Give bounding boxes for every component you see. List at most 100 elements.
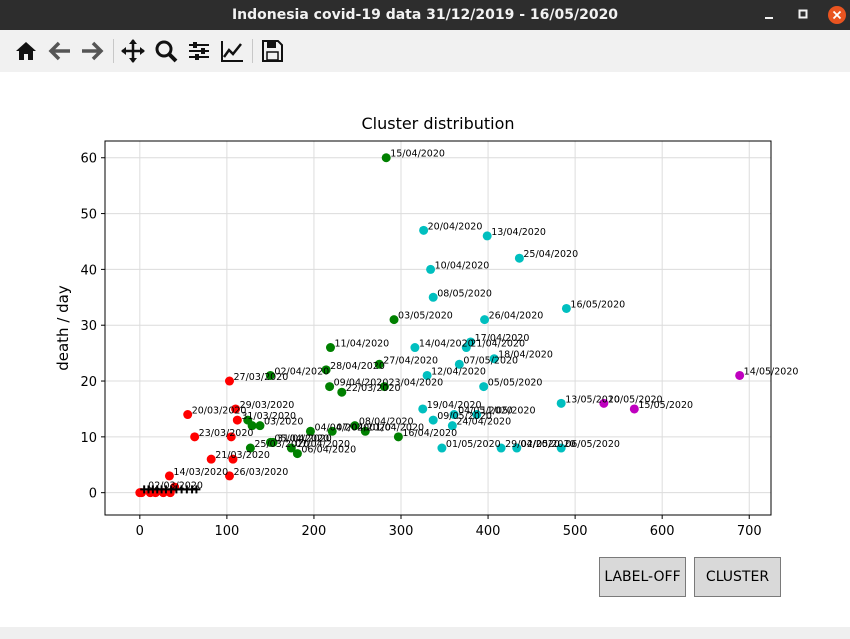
x-tick-label: 300 — [389, 524, 414, 539]
cluster-cyan-point — [472, 410, 482, 420]
cluster-cyan-point — [479, 382, 489, 392]
cluster-cyan-point — [428, 292, 438, 302]
cluster-red-point — [164, 471, 174, 481]
point-label: 14/05/2020 — [744, 366, 799, 377]
point-label: 22/03/2020 — [346, 383, 401, 394]
data-points — [135, 153, 745, 498]
scatter-chart[interactable]: Cluster distribution 0 100 200 300 400 500 600… — [0, 72, 850, 560]
x-tick-label: 600 — [650, 524, 675, 539]
point-label: 02/03/2020 — [148, 480, 203, 491]
edit-axis-icon[interactable] — [218, 37, 246, 65]
cluster-cyan-point — [454, 359, 464, 369]
point-label: 09/05/2020 — [437, 411, 492, 422]
point-label: 11/05/2020 — [481, 406, 536, 417]
cluster-green-point — [337, 387, 347, 397]
point-label: 07/04/2020 — [336, 422, 391, 433]
x-tick-label: 100 — [214, 524, 239, 539]
cluster-cyan-point — [422, 370, 432, 380]
cluster-cyan-point — [466, 337, 476, 347]
cluster-green-point — [292, 449, 302, 459]
cluster-cyan-point — [556, 443, 566, 453]
cluster-green-point — [243, 415, 253, 425]
cluster-red-point — [226, 432, 236, 442]
cluster-red-point — [231, 404, 241, 414]
point-label: 10/05/2020 — [608, 394, 663, 405]
point-label: 20/04/2020 — [428, 221, 483, 232]
point-label: 13/05/2020 — [565, 394, 620, 405]
cluster-cyan-point — [489, 354, 499, 364]
point-label: 21/04/2020 — [470, 339, 525, 350]
cluster-green-point — [374, 359, 384, 369]
cluster-green-point — [381, 153, 391, 163]
point-label: 29/03/2020 — [240, 400, 295, 411]
cluster-cyan-point — [426, 264, 436, 274]
point-label: 03/2020 — [264, 417, 303, 428]
point-label: 11/04/2020 — [334, 339, 389, 350]
point-label: 15/04/2020 — [390, 149, 445, 160]
point-label: 07/05/2020 — [463, 355, 518, 366]
forward-icon[interactable] — [78, 37, 106, 65]
window-title: Indonesia covid-19 data 31/12/2019 - 16/… — [231, 7, 619, 23]
configure-subplots-icon[interactable] — [185, 37, 213, 65]
point-label: 20/03/2020 — [192, 406, 247, 417]
y-tick-label: 10 — [80, 431, 97, 446]
cluster-green-point — [265, 370, 275, 380]
point-labels: 14/03/2020 23/03/2020 20/03/2020 21/03/2020… — [148, 149, 798, 492]
close-icon[interactable] — [825, 0, 849, 30]
point-label: 12/04/2020 — [431, 366, 486, 377]
cluster-cyan-point — [512, 443, 522, 453]
point-label: 26/03/2020 — [233, 467, 288, 478]
figure-canvas[interactable]: Cluster distribution 0 100 200 300 400 500 600… — [0, 72, 850, 627]
y-axis-label: death / day — [54, 285, 72, 371]
cluster-red-point — [228, 454, 238, 464]
point-label: 01/04/2020 — [369, 422, 424, 433]
point-label: 04/04/2020 — [314, 422, 369, 433]
cluster-red-point — [232, 415, 242, 425]
cluster-green-point — [389, 315, 399, 325]
point-label: 14/03/2020 — [173, 467, 228, 478]
point-label: 17/04/2020 — [475, 333, 530, 344]
home-icon[interactable] — [12, 37, 40, 65]
point-label: 29/04/2020 — [505, 439, 560, 450]
cluster-green-point — [245, 443, 255, 453]
back-icon[interactable] — [46, 37, 74, 65]
chart-title: Cluster distribution — [361, 114, 514, 133]
cluster-cyan-point — [410, 343, 420, 353]
point-label: 23/04/2020 — [388, 378, 443, 389]
point-label: 16/05/2020 — [570, 299, 625, 310]
x-tick-label: 700 — [737, 524, 762, 539]
point-label: 27/04/2020 — [383, 355, 438, 366]
toolbar-separator — [113, 39, 114, 63]
point-label: 03/05/2020 — [398, 311, 453, 322]
point-label: 08/05/2020 — [437, 288, 492, 299]
cluster-green-point — [321, 365, 331, 375]
minimize-icon[interactable] — [757, 0, 781, 30]
point-label: 15/05/2020 — [638, 400, 693, 411]
cluster-button[interactable]: CLUSTER — [694, 557, 781, 597]
y-tick-label: 60 — [80, 152, 97, 167]
cluster-cyan-point — [482, 231, 492, 241]
point-label: 28/04/2020 — [330, 361, 385, 372]
label-off-button[interactable]: LABEL-OFF — [599, 557, 686, 597]
cluster-green-point — [325, 343, 335, 353]
cluster-cyan-point — [561, 303, 571, 313]
cluster-red-point — [224, 471, 234, 481]
point-label: 26/04/2020 — [489, 311, 544, 322]
point-label: 25/04/2020 — [523, 249, 578, 260]
cluster-green-point — [360, 426, 370, 436]
y-tick-label: 30 — [80, 319, 97, 334]
maximize-icon[interactable] — [791, 0, 815, 30]
point-label: 31/03/2020 — [241, 411, 296, 422]
cluster-green-point — [305, 426, 315, 436]
save-icon[interactable] — [258, 37, 286, 65]
cluster-cyan-point — [556, 398, 566, 408]
cluster-cyan-point — [419, 225, 429, 235]
cluster-green-point — [265, 437, 275, 447]
zoom-icon[interactable] — [152, 37, 180, 65]
status-bar — [0, 627, 850, 639]
point-label: 09/04/2020 — [334, 378, 389, 389]
grid-lines — [105, 141, 771, 515]
cluster-magenta-point — [735, 370, 745, 380]
pan-icon[interactable] — [119, 37, 147, 65]
cluster-green-point — [325, 382, 335, 392]
